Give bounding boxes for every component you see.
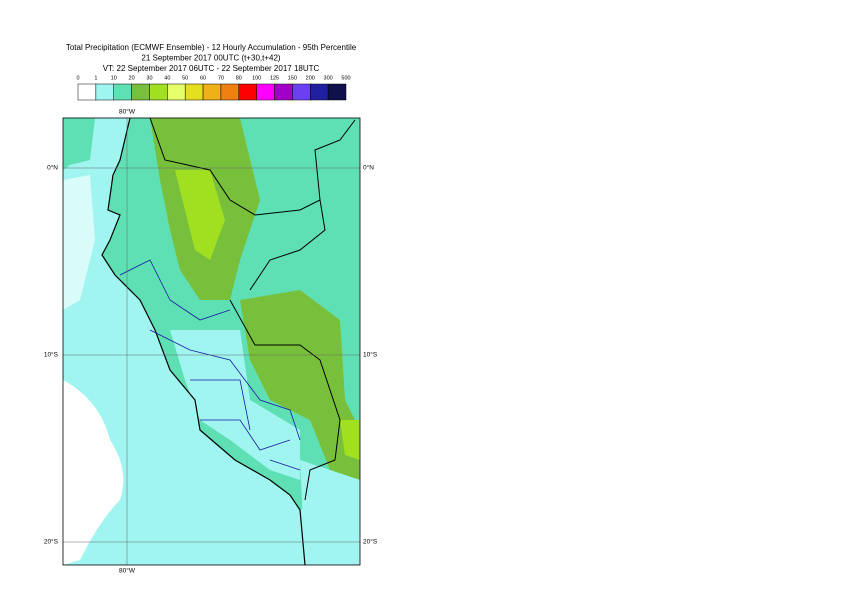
legend-swatch (184, 83, 204, 101)
legend-swatch (167, 83, 186, 101)
legend-swatch (238, 83, 257, 101)
lat-label: 10°S (363, 351, 378, 359)
legend-swatch (202, 83, 222, 101)
title-line: Total Precipitation (ECMWF Ensemble) - 1… (66, 43, 357, 52)
legend-label: 500 (341, 75, 350, 81)
legend-swatch (327, 83, 347, 101)
lat-label: 20°S (44, 538, 59, 546)
field (340, 420, 360, 460)
legend-label: 150 (288, 75, 297, 81)
field (240, 290, 360, 480)
legend-swatch (256, 83, 275, 101)
field (63, 175, 95, 310)
country-border (149, 118, 356, 501)
legend-label: 20 (129, 75, 135, 81)
lat-label: 0°N (363, 164, 374, 172)
legend-swatch (274, 83, 293, 101)
legend-label: 80 (236, 75, 242, 81)
field (300, 460, 360, 565)
legend-swatch (220, 83, 240, 101)
field (170, 330, 300, 480)
legend-label: 100 (252, 75, 261, 81)
lon-label: 80°W (119, 108, 136, 116)
legend-label: 10 (111, 75, 117, 81)
legend-swatch (95, 83, 114, 101)
map-field (63, 118, 360, 565)
legend-label: 300 (324, 75, 333, 81)
legend-swatch (77, 83, 97, 101)
legend-swatch (292, 83, 311, 101)
legend-label: 70 (218, 75, 224, 81)
legend-label: 0 (76, 75, 79, 81)
legend-label: 125 (270, 75, 279, 81)
legend-label: 60 (200, 75, 206, 81)
lat-label: 0°N (47, 164, 58, 172)
legend-swatch (310, 83, 329, 101)
legend-label: 50 (182, 75, 188, 81)
region-border (119, 259, 301, 471)
field (63, 118, 95, 170)
lon-label: 80°W (119, 567, 136, 575)
legend-swatch (131, 83, 150, 101)
field (175, 170, 225, 260)
legend-swatch (113, 83, 132, 101)
lat-label: 10°S (44, 351, 59, 359)
coastline (101, 118, 306, 565)
legend-label: 40 (164, 75, 170, 81)
title-line: VT: 22 September 2017 06UTC - 22 Septemb… (103, 64, 320, 73)
title-line: 21 September 2017 00UTC (t+30,t+42) (141, 54, 281, 63)
legend-label: 30 (146, 75, 152, 81)
lat-label: 20°S (363, 538, 378, 546)
land-field (102, 118, 360, 520)
legend-swatch (149, 83, 168, 101)
map-frame (62, 117, 361, 566)
legend-label: 1 (94, 75, 97, 81)
legend-label: 200 (306, 75, 315, 81)
field (63, 380, 124, 565)
